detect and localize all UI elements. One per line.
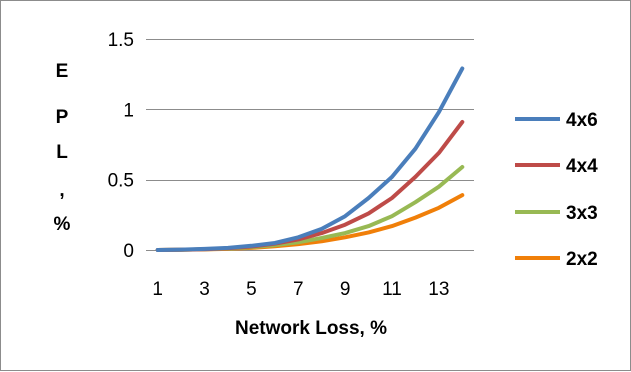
x-tick-label-1: 3 [199,279,210,300]
x-tick-label-6: 13 [428,279,449,300]
x-axis-tick-labels: 1 3 5 7 9 11 13 [152,279,449,300]
legend-label-3x3: 3x3 [566,203,598,224]
x-tick-label-3: 7 [293,279,304,300]
y-axis-tick-labels: 0 0.5 1 1.5 [108,30,134,262]
x-tick-label-0: 1 [152,279,163,300]
y-tick-label-1: 0.5 [108,171,134,192]
y-tick-label-2: 1 [123,100,134,121]
series-line-4x6 [155,66,465,252]
y-axis-title-char-1: P [56,107,69,128]
y-tick-label-0: 0 [123,241,134,262]
legend-label-4x6: 4x6 [566,110,598,131]
x-axis-title: Network Loss, % [235,318,387,339]
x-tick-label-2: 5 [246,279,257,300]
series-line-4x4 [155,120,465,252]
x-tick-label-4: 9 [340,279,351,300]
y-axis-title-char-3: , [59,180,64,201]
legend-label-4x4: 4x4 [566,156,598,177]
series-lines [155,66,465,252]
legend: 4x6 4x4 3x3 2x2 [515,110,598,270]
y-tick-label-3: 1.5 [108,30,134,51]
y-axis-title-char-2: L [56,142,68,163]
y-axis-title-char-0: E [56,61,69,82]
gridlines [146,39,474,181]
y-axis-title-char-4: % [54,214,71,235]
y-axis-title: E PL,% [54,61,71,235]
x-tick-label-5: 11 [382,279,402,300]
legend-label-2x2: 2x2 [566,249,598,270]
